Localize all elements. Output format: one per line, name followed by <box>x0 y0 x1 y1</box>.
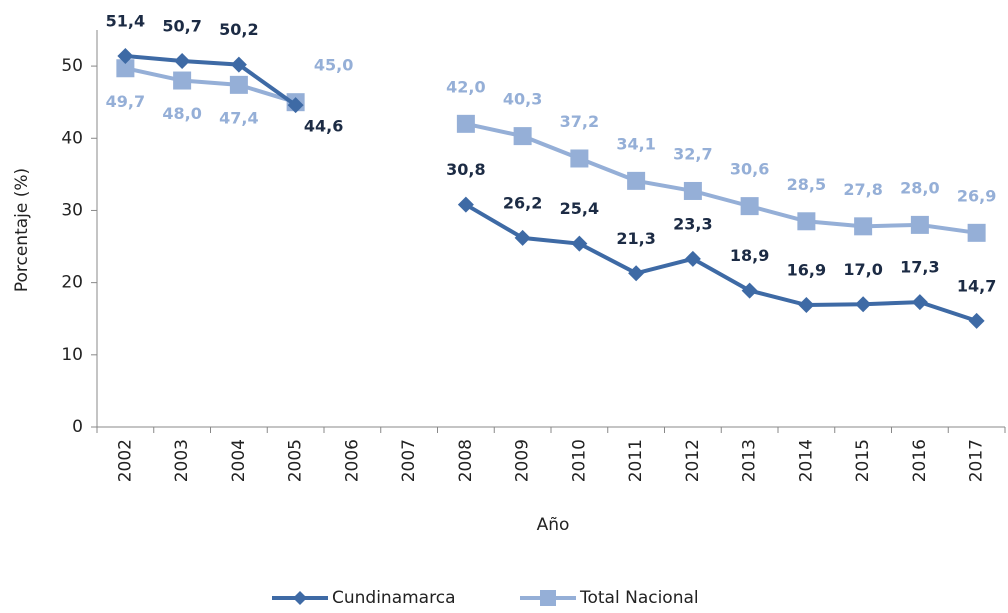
y-tick-label: 20 <box>61 273 83 293</box>
y-tick-label: 0 <box>72 417 83 437</box>
data-label: 28,5 <box>787 175 826 194</box>
point <box>967 223 986 242</box>
point <box>456 114 475 133</box>
point <box>230 56 247 73</box>
legend-marker <box>293 591 307 605</box>
point <box>797 212 816 231</box>
point <box>854 217 873 236</box>
data-label: 47,4 <box>219 108 258 127</box>
legend-label: Cundinamarca <box>332 588 455 608</box>
x-axis-title: Año <box>537 515 570 535</box>
x-tick-label: 2015 <box>853 439 873 482</box>
point <box>570 149 589 168</box>
data-label: 25,4 <box>560 199 599 218</box>
point <box>628 265 645 282</box>
point <box>514 229 531 246</box>
data-label: 37,2 <box>560 112 599 131</box>
x-tick-label: 2014 <box>796 439 816 482</box>
data-label: 42,0 <box>446 77 485 96</box>
data-label: 27,8 <box>843 180 882 199</box>
data-label: 30,6 <box>730 160 769 179</box>
point <box>116 59 135 78</box>
point <box>741 282 758 299</box>
point <box>571 235 588 252</box>
x-tick-label: 2016 <box>910 439 930 482</box>
point <box>798 297 815 314</box>
data-label: 17,0 <box>843 260 882 279</box>
series-line <box>124 66 977 235</box>
data-label: 51,4 <box>106 11 145 30</box>
data-label: 28,0 <box>900 178 939 197</box>
data-label: 44,6 <box>304 117 343 136</box>
x-tick-label: 2004 <box>229 439 249 482</box>
point <box>457 196 474 213</box>
legend-marker <box>540 590 556 606</box>
point <box>911 294 928 311</box>
data-label: 49,7 <box>106 92 145 111</box>
x-tick-label: 2011 <box>626 439 646 482</box>
data-label: 45,0 <box>314 56 353 75</box>
x-tick-label: 2005 <box>286 439 306 482</box>
x-tick-label: 2010 <box>569 439 589 482</box>
x-tick-label: 2013 <box>740 439 760 482</box>
point <box>627 171 646 190</box>
y-tick-label: 10 <box>61 345 83 365</box>
y-axis-title: Porcentaje (%) <box>12 168 32 292</box>
data-label: 30,8 <box>446 160 485 179</box>
data-label: 50,7 <box>162 17 201 36</box>
x-tick-label: 2009 <box>513 439 533 482</box>
legend-label: Total Nacional <box>579 588 699 608</box>
data-label: 26,9 <box>957 186 996 205</box>
data-label: 32,7 <box>673 144 712 163</box>
data-label: 23,3 <box>673 214 712 233</box>
data-label: 40,3 <box>503 90 542 109</box>
point <box>174 53 191 70</box>
data-label: 21,3 <box>616 229 655 248</box>
y-tick-label: 30 <box>61 200 83 220</box>
y-tick-label: 40 <box>61 128 83 148</box>
x-tick-label: 2002 <box>115 439 135 482</box>
y-tick-label: 50 <box>61 56 83 76</box>
data-label: 48,0 <box>162 104 201 123</box>
data-label: 50,2 <box>219 20 258 39</box>
x-tick-label: 2006 <box>342 439 362 482</box>
data-label: 14,7 <box>957 276 996 295</box>
point <box>855 296 872 313</box>
data-label: 17,3 <box>900 258 939 277</box>
x-tick-label: 2017 <box>967 439 987 482</box>
data-label: 26,2 <box>503 193 542 212</box>
point <box>740 197 759 216</box>
point <box>513 127 532 146</box>
data-label: 16,9 <box>787 261 826 280</box>
series-line <box>125 53 978 323</box>
x-tick-label: 2003 <box>172 439 192 482</box>
point <box>287 97 304 114</box>
point <box>968 312 985 329</box>
data-label: 18,9 <box>730 246 769 265</box>
point <box>229 75 248 94</box>
x-tick-label: 2007 <box>399 439 419 482</box>
point <box>683 181 702 200</box>
point <box>910 215 929 234</box>
x-tick-label: 2012 <box>683 439 703 482</box>
point <box>684 250 701 267</box>
point <box>173 71 192 90</box>
x-tick-label: 2008 <box>456 439 476 482</box>
data-label: 34,1 <box>616 134 655 153</box>
point <box>117 47 134 64</box>
